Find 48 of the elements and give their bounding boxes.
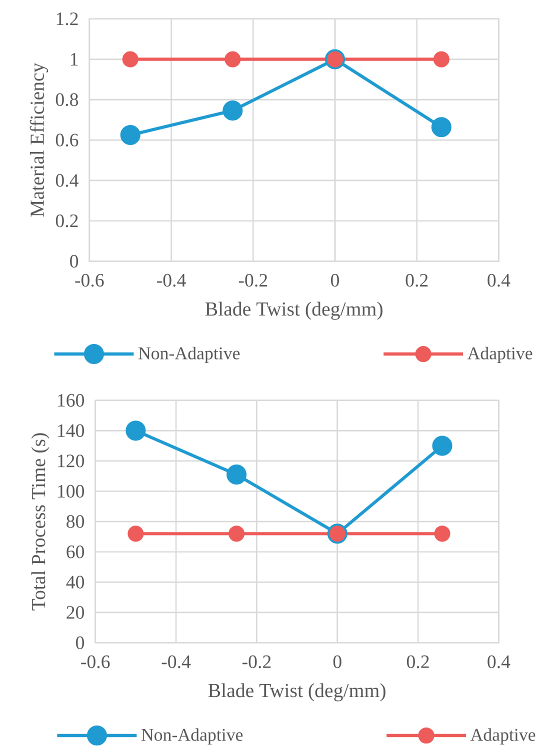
x-tick-label: -0.2 [238, 274, 267, 287]
point [434, 526, 450, 542]
x-tick-label: 0 [330, 274, 339, 287]
point [120, 124, 140, 146]
x-tick-label: -0.2 [242, 655, 270, 668]
x-tick-label: 0.4 [487, 655, 510, 668]
point [431, 117, 452, 138]
legend-label: Adaptive [470, 728, 535, 745]
x-axis-title: Blade Twist (deg/mm) [208, 683, 386, 702]
y-tick-label: 1.2 [56, 12, 78, 26]
y-tick-label: 40 [66, 576, 84, 589]
y-tick-label: 0.6 [56, 134, 78, 146]
point [122, 51, 138, 68]
x-tick-label: 0.2 [406, 274, 428, 287]
x-tick-label: 0.2 [406, 655, 429, 668]
x-tick-label: -0.4 [162, 655, 190, 668]
point [228, 526, 244, 542]
x-tick-label: 0 [333, 655, 342, 668]
point [125, 420, 146, 441]
y-tick-label: 60 [66, 545, 84, 558]
y-tick-label: 160 [58, 394, 84, 407]
legend-label: Non-Adaptive [138, 346, 240, 364]
y-tick-label: 100 [58, 484, 84, 498]
y-tick-label: 0 [70, 254, 78, 268]
x-tick-label: -0.6 [80, 655, 110, 668]
y-tick-label: 1 [70, 53, 78, 66]
x-tick-label: 0.4 [487, 274, 510, 287]
point [127, 526, 144, 542]
y-tick-label: 0 [76, 636, 84, 650]
y-tick-label: 0.4 [56, 174, 78, 187]
y-tick-label: 0.2 [56, 214, 78, 228]
y-tick-label: 140 [58, 424, 84, 438]
y-axis-title: Total Process Time (s) [31, 433, 50, 610]
y-tick-label: 20 [66, 606, 84, 619]
y-tick-label: 120 [58, 454, 84, 468]
point [226, 464, 246, 485]
x-axis-title: Blade Twist (deg/mm) [205, 302, 382, 320]
point [222, 100, 242, 121]
x-tick-label: -0.4 [156, 274, 186, 287]
legend-label: Non-Adaptive [141, 728, 242, 745]
x-tick-label: -0.6 [74, 274, 104, 287]
point [432, 436, 452, 456]
y-tick-label: 0.8 [56, 93, 78, 106]
y-axis-title: Material Efficiency [30, 62, 48, 217]
legend-label: Adaptive [467, 346, 532, 364]
y-tick-label: 80 [66, 515, 84, 528]
point [433, 51, 450, 68]
point [224, 51, 241, 68]
